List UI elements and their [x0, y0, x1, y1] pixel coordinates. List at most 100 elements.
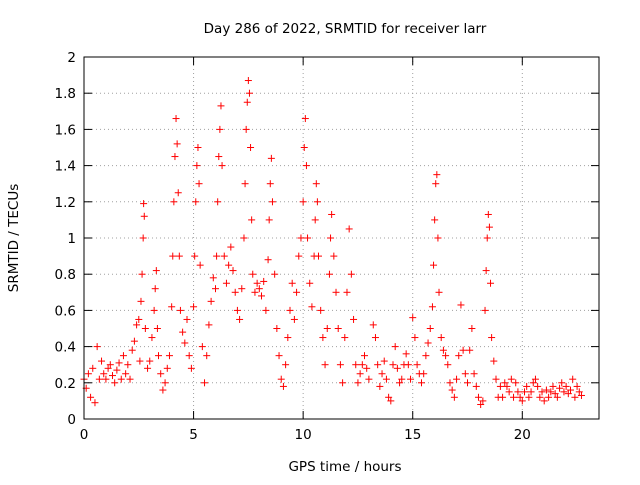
data-point	[135, 315, 143, 323]
data-point	[553, 393, 561, 401]
data-point	[341, 334, 349, 342]
data-point	[426, 325, 434, 332]
data-point	[442, 352, 450, 360]
data-point	[245, 89, 253, 97]
data-point	[319, 334, 327, 342]
data-point	[229, 267, 237, 275]
data-point	[115, 359, 123, 367]
data-point	[227, 243, 235, 251]
data-point	[404, 361, 412, 369]
data-point	[371, 334, 379, 342]
data-point	[133, 321, 141, 329]
data-point	[501, 379, 509, 387]
data-point	[87, 393, 95, 401]
data-point	[102, 375, 110, 383]
data-point	[163, 364, 171, 372]
data-point	[262, 306, 270, 314]
data-point	[470, 370, 478, 378]
data-point	[575, 388, 583, 396]
data-point	[104, 364, 112, 372]
data-point	[220, 252, 228, 260]
data-point	[437, 334, 445, 342]
data-point	[422, 352, 430, 360]
x-axis-label: GPS time / hours	[288, 459, 401, 475]
data-point	[191, 252, 199, 260]
data-point	[207, 297, 215, 305]
data-point	[216, 125, 224, 133]
data-point	[518, 397, 526, 405]
data-point	[153, 325, 161, 332]
data-point	[171, 153, 179, 161]
y-axis-label: SRMTID / TECUs	[6, 184, 22, 292]
y-tick-label: 0.8	[55, 267, 76, 283]
data-point	[295, 252, 303, 260]
data-point	[540, 397, 548, 405]
data-point	[173, 140, 181, 148]
data-point	[435, 288, 443, 296]
data-point	[144, 364, 152, 372]
data-point	[181, 339, 189, 347]
data-point	[299, 198, 307, 206]
data-point	[339, 379, 347, 387]
data-point	[453, 375, 461, 383]
data-point	[195, 180, 203, 188]
data-point	[534, 382, 542, 390]
data-point	[282, 361, 290, 369]
data-point	[236, 315, 244, 323]
data-point	[413, 361, 421, 369]
data-point	[347, 270, 355, 278]
data-point	[391, 343, 399, 351]
data-point	[507, 375, 515, 383]
data-point	[161, 379, 169, 387]
data-point	[358, 361, 366, 369]
data-point	[247, 144, 255, 151]
data-point	[398, 375, 406, 383]
data-point	[268, 198, 276, 206]
data-point	[547, 388, 555, 396]
data-point	[545, 393, 553, 401]
data-point	[464, 379, 472, 387]
data-point	[293, 288, 301, 296]
data-point	[514, 388, 522, 396]
data-point	[433, 171, 441, 179]
data-point	[332, 288, 340, 296]
data-point	[325, 270, 333, 278]
data-point	[108, 372, 116, 380]
data-point	[95, 375, 103, 383]
data-point	[402, 350, 410, 358]
data-point	[148, 334, 156, 342]
data-point	[382, 375, 390, 383]
data-point	[175, 252, 183, 260]
y-tick-label: 0.2	[55, 376, 76, 392]
data-point	[525, 393, 533, 401]
data-point	[218, 162, 226, 170]
x-tick-label: 20	[514, 427, 531, 443]
data-point	[179, 328, 187, 336]
data-point	[446, 379, 454, 387]
data-point	[424, 339, 432, 347]
data-point	[190, 303, 198, 311]
data-point	[265, 216, 273, 224]
data-point	[411, 334, 419, 342]
data-point	[155, 352, 163, 360]
data-point	[183, 315, 191, 323]
data-point	[141, 325, 149, 332]
data-points	[80, 77, 585, 409]
data-point	[98, 357, 106, 365]
data-point	[238, 285, 246, 293]
data-point	[558, 379, 566, 387]
data-point	[213, 252, 221, 260]
data-point	[376, 382, 384, 390]
data-point	[137, 297, 145, 305]
data-point	[334, 325, 342, 332]
data-point	[369, 321, 377, 329]
data-point	[214, 198, 222, 206]
data-point	[484, 210, 492, 218]
data-point	[457, 301, 465, 309]
data-point	[271, 270, 279, 278]
data-point	[192, 198, 200, 206]
data-point	[308, 303, 316, 311]
data-point	[138, 270, 146, 278]
data-point	[93, 343, 101, 351]
